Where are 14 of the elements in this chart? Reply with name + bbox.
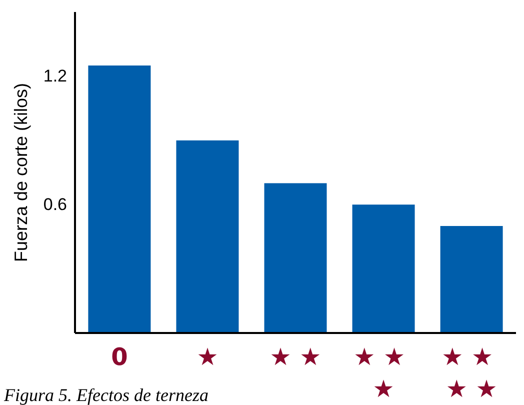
bar bbox=[176, 140, 239, 333]
x-tick-label: ★ ★ bbox=[270, 343, 322, 371]
bar bbox=[352, 204, 415, 333]
bar bbox=[264, 183, 327, 333]
y-axis-title: Fuerza de corte (kilos) bbox=[11, 82, 31, 262]
x-tick-label: 0 bbox=[111, 343, 128, 371]
x-tick-label: ★ bbox=[196, 343, 218, 371]
bar bbox=[88, 66, 151, 333]
x-tick-label: ★ ★ ★ bbox=[354, 343, 414, 403]
x-tick-label: ★ ★ ★ ★ bbox=[442, 343, 502, 403]
text: Figura 5. Efectos de terneza bbox=[3, 385, 208, 405]
bar bbox=[440, 226, 503, 333]
y-tick-label: 1.2 bbox=[43, 66, 67, 86]
y-tick-label: 0.6 bbox=[43, 195, 67, 214]
